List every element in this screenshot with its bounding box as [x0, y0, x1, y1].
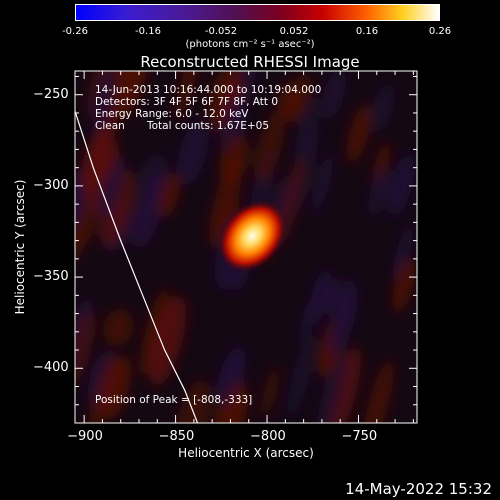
x-tick-label: −800: [250, 429, 286, 444]
info-peak: Position of Peak = [-808,-333]: [95, 394, 253, 406]
info-time: 14-Jun-2013 10:16:44.000 to 10:19:04.000: [95, 84, 322, 96]
colorbar-units: (photons cm⁻² s⁻¹ asec⁻²): [185, 39, 315, 50]
info-detectors: Detectors: 3F 4F 5F 6F 7F 8F, Att 0: [95, 96, 279, 108]
x-tick-label: −850: [158, 429, 195, 444]
background-texture: [322, 71, 346, 121]
info-total-counts: Total counts: 1.67E+05: [147, 120, 270, 132]
x-tick-label: −900: [67, 429, 103, 444]
colorbar-tick: -0.26: [62, 26, 88, 37]
y-tick-label: −350: [33, 269, 69, 285]
colorbar-tick: -0.16: [135, 26, 161, 37]
colorbar: [75, 4, 440, 21]
y-axis-label: Heliocentric Y (arcsec): [13, 179, 27, 315]
y-tick-label: −300: [33, 177, 69, 193]
x-tick-label: −750: [341, 429, 378, 444]
plot-area: 14-Jun-2013 10:16:44.000 to 10:19:04.000…: [75, 71, 417, 423]
background-texture: [260, 366, 280, 420]
colorbar-tick: -0.052: [204, 26, 238, 37]
y-tick-label: −250: [33, 86, 69, 102]
colorbar-tick: 0.052: [279, 26, 309, 37]
x-axis-label: Heliocentric X (arcsec): [178, 446, 314, 460]
colorbar-tick: 0.26: [428, 26, 452, 37]
background-texture: [103, 308, 134, 347]
info-energy: Energy Range: 6.0 - 12.0 keV: [95, 108, 249, 120]
background-texture: [368, 167, 390, 217]
background-texture: [371, 83, 395, 132]
background-texture: [363, 359, 394, 423]
chart-title: Reconstructed RHESSI Image: [140, 53, 360, 71]
info-clean: Clean: [95, 120, 125, 132]
y-tick-label: −400: [33, 360, 69, 376]
background-texture: [287, 335, 315, 419]
background-texture: [346, 104, 372, 164]
timestamp: 14-May-2022 15:32: [345, 480, 492, 498]
colorbar-tick: 0.16: [355, 26, 379, 37]
background-texture: [219, 134, 249, 185]
